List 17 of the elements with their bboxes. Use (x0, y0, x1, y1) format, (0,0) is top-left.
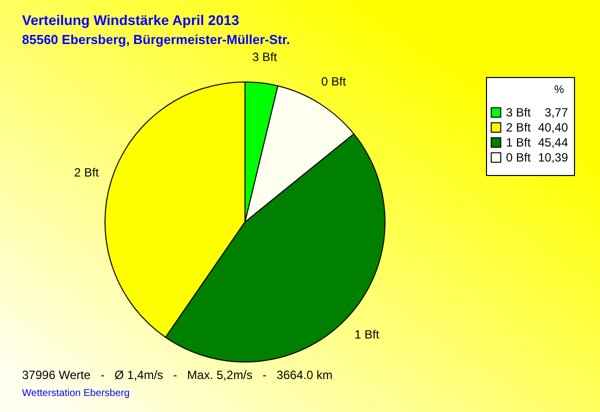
legend-label: 0 Bft (506, 150, 532, 164)
text: Wetterstation Ebersberg (22, 388, 130, 399)
chart-subtitle: 85560 Ebersberg, Bürgermeister-Müller-Str. (22, 32, 290, 48)
slice-label: 3 Bft (252, 50, 278, 64)
legend-label: 1 Bft (506, 136, 532, 150)
data-label: 3,77 (544, 106, 568, 120)
data-label: 40,40 (538, 120, 568, 134)
legend-label: 3 Bft (506, 106, 532, 120)
data-label: 10,39 (538, 150, 568, 164)
legend-label: 2 Bft (506, 120, 532, 134)
text: 37996 Werte - Ø 1,4m/s - Max. 5,2m/s - 3664.0 km (22, 368, 333, 382)
legend-title: % (554, 84, 564, 96)
slice-label: 1 Bft (354, 328, 380, 342)
data-label: 45,44 (538, 136, 568, 150)
chart-title: Verteilung Windstärke April 2013 (22, 12, 240, 28)
slice-label: 0 Bft (321, 74, 347, 89)
slice-label: 2 Bft (74, 166, 100, 180)
